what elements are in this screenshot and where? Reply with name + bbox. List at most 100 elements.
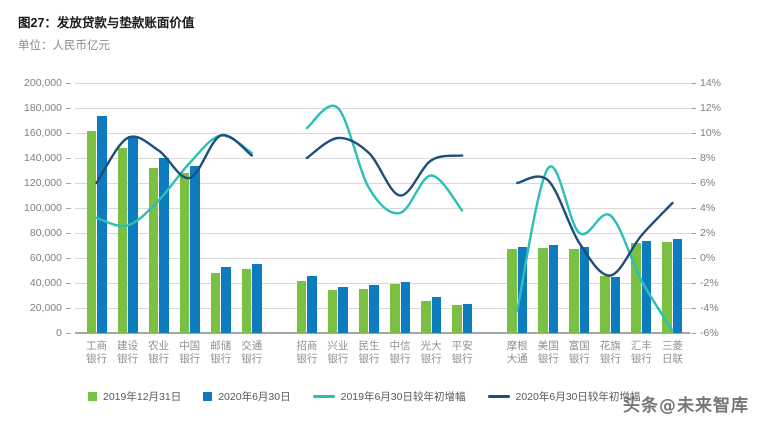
x-axis-category-label: 中信 银行 xyxy=(389,340,411,365)
y-axis-tickmark xyxy=(66,158,71,159)
y-axis-tick-label: 40,000 xyxy=(29,277,62,289)
y-axis-tick-label: 20,000 xyxy=(29,302,62,314)
y-axis-tickmark xyxy=(66,283,71,284)
legend-label: 2020年6月30日较年初增幅 xyxy=(515,391,641,403)
bar-2020 xyxy=(610,276,621,333)
line-2020-growth xyxy=(305,136,464,197)
y-axis-tickmark xyxy=(66,333,71,334)
bar-2020 xyxy=(641,240,652,333)
y-axis-tick-label: 180,000 xyxy=(24,102,62,114)
y2-axis-tickmark xyxy=(691,158,696,159)
chart-header: 图27：发放贷款与垫款账面价值 单位：人民币亿元 xyxy=(18,12,194,53)
gridline xyxy=(75,308,690,309)
bar-2019 xyxy=(179,173,190,333)
line-2019-growth xyxy=(305,104,464,215)
legend-line-icon xyxy=(487,395,510,398)
line-2020-growth xyxy=(515,175,674,277)
y2-axis-tick-label: 12% xyxy=(700,102,722,114)
y2-axis-tickmark xyxy=(691,283,696,284)
x-axis-category-label: 农业 银行 xyxy=(148,340,170,365)
y2-axis-tick-label: 14% xyxy=(700,77,722,89)
bar-2020 xyxy=(548,244,559,333)
x-axis-category-label: 光大 银行 xyxy=(420,340,442,365)
legend-2020-growth[interactable]: 2020年6月30日较年初增幅 xyxy=(487,389,641,404)
line-2020-growth xyxy=(95,133,254,185)
bar-2020 xyxy=(462,303,473,333)
x-axis-category-label: 兴业 银行 xyxy=(327,340,349,365)
y2-axis-tick-label: 0% xyxy=(700,252,716,264)
legend-label: 2020年6月30日 xyxy=(218,391,291,403)
y2-axis-tick-label: 8% xyxy=(700,152,716,164)
y-axis-tickmark xyxy=(66,208,71,209)
y2-axis-tickmark xyxy=(691,108,696,109)
bar-2020 xyxy=(579,246,590,333)
bar-2020 xyxy=(97,115,107,333)
bar-2020 xyxy=(221,266,231,333)
y-axis-tickmark xyxy=(66,83,71,84)
bar-2020 xyxy=(400,281,411,333)
bar-2020 xyxy=(159,158,169,333)
y-axis-tick-label: 60,000 xyxy=(29,252,62,264)
gridline xyxy=(75,208,690,209)
y-axis-tickmark xyxy=(66,133,71,134)
x-axis-line xyxy=(75,332,690,334)
bar-2019 xyxy=(241,269,252,333)
bar-2019 xyxy=(569,249,579,333)
bar-2020 xyxy=(252,264,262,333)
bar-2019 xyxy=(452,304,462,333)
y-axis-tickmark xyxy=(66,108,71,109)
y-axis-tick-label: 120,000 xyxy=(24,177,62,189)
bar-2019 xyxy=(662,242,672,333)
x-axis-category-label: 三菱 日联 xyxy=(661,340,683,365)
y-axis-tick-label: 80,000 xyxy=(29,227,62,239)
x-axis-category-label: 平安 银行 xyxy=(451,340,473,365)
bar-2019 xyxy=(507,249,517,333)
y-axis-tick-label: 200,000 xyxy=(24,77,62,89)
bar-2019 xyxy=(296,280,307,333)
chart-legend: 2019年12月31日 2020年6月30日 2019年6月30日较年初增幅 2020… xyxy=(88,389,662,404)
y2-axis-tickmark xyxy=(691,133,696,134)
y2-axis-tickmark xyxy=(691,183,696,184)
legend-swatch-icon xyxy=(203,392,213,401)
legend-label: 2019年6月30日较年初增幅 xyxy=(340,391,466,403)
legend-2019-12-31[interactable]: 2019年12月31日 xyxy=(88,389,181,404)
y2-axis-tickmark xyxy=(691,83,696,84)
x-axis-category-label: 富国 银行 xyxy=(568,340,590,365)
x-axis-category-label: 邮储 银行 xyxy=(210,340,232,365)
legend-2019-growth[interactable]: 2019年6月30日较年初增幅 xyxy=(312,389,466,404)
x-axis-category-label: 交通 银行 xyxy=(241,340,263,365)
page-title: 图27：发放贷款与垫款账面价值 xyxy=(18,16,195,30)
gridline xyxy=(75,258,690,259)
y-axis-tickmark xyxy=(66,258,71,259)
y2-axis-tick-label: -4% xyxy=(700,302,719,314)
x-axis-category-label: 花旗 银行 xyxy=(599,340,621,365)
y-axis-tick-label: 0 xyxy=(56,327,62,339)
y-axis-tick-label: 160,000 xyxy=(24,127,62,139)
bar-2020 xyxy=(672,238,683,333)
bar-2020 xyxy=(338,287,348,333)
gridline xyxy=(75,133,690,134)
x-axis-category-label: 摩根 大通 xyxy=(506,340,528,365)
y2-axis-tickmark xyxy=(691,308,696,309)
y2-axis-tick-label: -6% xyxy=(700,327,719,339)
bar-2020 xyxy=(307,275,317,333)
bar-2019 xyxy=(600,276,610,333)
bar-2019 xyxy=(148,168,159,333)
bar-2020 xyxy=(369,284,379,333)
gridline xyxy=(75,108,690,109)
legend-2020-06-30[interactable]: 2020年6月30日 xyxy=(203,389,291,404)
line-2019-growth xyxy=(515,165,674,332)
y2-axis-tick-label: 2% xyxy=(700,227,716,239)
chart-subtitle: 单位：人民币亿元 xyxy=(18,40,110,52)
y2-axis-tick-label: 10% xyxy=(700,127,722,139)
bar-2019 xyxy=(421,300,431,333)
bar-2020 xyxy=(431,297,442,333)
gridline xyxy=(75,83,690,84)
bar-2020 xyxy=(517,246,528,333)
bar-2019 xyxy=(117,148,128,333)
y2-axis-tickmark xyxy=(691,258,696,259)
x-axis-category-label: 中国 银行 xyxy=(179,340,201,365)
x-axis-category-label: 工商 银行 xyxy=(86,340,108,365)
bar-2019 xyxy=(631,243,641,333)
